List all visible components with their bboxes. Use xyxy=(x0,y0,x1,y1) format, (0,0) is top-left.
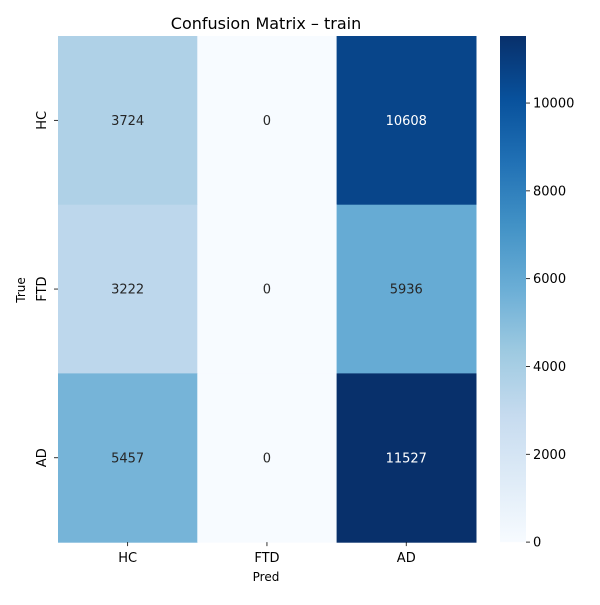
colorbar-scale xyxy=(500,36,526,543)
heatmap-cell-ad-ftd xyxy=(197,373,338,543)
heatmap-cell-labels: 3724 0 10608 3222 0 5936 5457 0 11527 xyxy=(111,114,427,466)
colorbar-tick-label-2000: 2000 xyxy=(533,448,566,463)
x-tick-label-ftd: FTD xyxy=(254,551,279,566)
y-axis-label: True xyxy=(14,277,28,304)
chart-title: Confusion Matrix – train xyxy=(171,14,361,33)
colorbar-tick-label-6000: 6000 xyxy=(533,272,566,287)
heatmap-cells xyxy=(58,36,477,543)
x-tick-label-hc: HC xyxy=(118,551,137,566)
y-tick-label-hc: HC xyxy=(35,111,50,130)
heatmap-cell-hc-ad xyxy=(336,36,477,206)
cell-value-label-ftd-ftd: 0 xyxy=(263,283,271,298)
cell-value-label-ad-ftd: 0 xyxy=(263,451,271,466)
colorbar-tick-label-4000: 4000 xyxy=(533,360,566,375)
colorbar: 0 2000 4000 6000 8000 10000 xyxy=(500,36,574,551)
heatmap-cell-ftd-ftd xyxy=(197,204,338,374)
cell-value-label-hc-ad: 10608 xyxy=(386,114,427,129)
heatmap-cell-ftd-hc xyxy=(58,204,198,374)
cell-value-label-ftd-hc: 3222 xyxy=(111,283,144,298)
y-tick-label-ad: AD xyxy=(35,448,50,467)
colorbar-tick-label-8000: 8000 xyxy=(533,184,566,199)
colorbar-tick-label-10000: 10000 xyxy=(533,97,574,112)
cell-value-label-ftd-ad: 5936 xyxy=(390,283,423,298)
heatmap-cell-ad-hc xyxy=(58,373,198,543)
cell-value-label-hc-ftd: 0 xyxy=(263,114,271,129)
colorbar-tick-label-0: 0 xyxy=(533,536,541,551)
y-axis: HC FTD AD xyxy=(35,111,58,467)
heatmap-cell-ftd-ad xyxy=(336,204,477,374)
heatmap-cell-ad-ad xyxy=(336,373,477,543)
x-tick-label-ad: AD xyxy=(397,551,416,566)
x-axis-label: Pred xyxy=(253,570,280,584)
y-tick-label-ftd: FTD xyxy=(35,276,50,301)
heatmap-cell-hc-ftd xyxy=(197,36,338,206)
cell-value-label-hc-hc: 3724 xyxy=(111,114,144,129)
cell-value-label-ad-ad: 11527 xyxy=(386,451,427,466)
heatmap-cell-hc-hc xyxy=(58,36,198,206)
x-axis: HC FTD AD xyxy=(118,542,416,566)
cell-value-label-ad-hc: 5457 xyxy=(111,451,144,466)
